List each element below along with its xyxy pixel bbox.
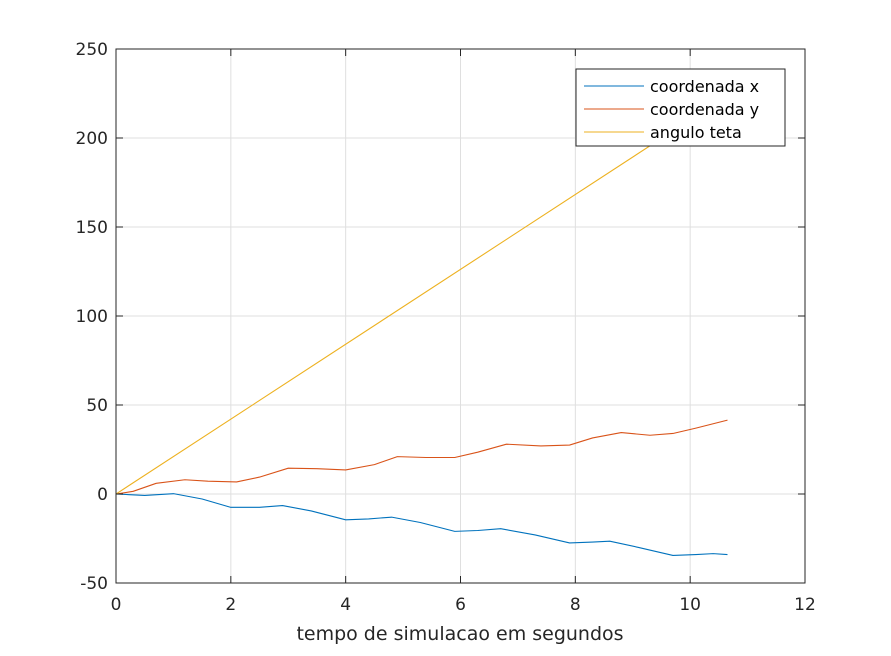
y-tick-label: -50 <box>80 574 108 594</box>
series-line-1 <box>116 493 728 556</box>
x-tick-label: 6 <box>455 595 466 615</box>
y-tick-label: 100 <box>76 307 108 327</box>
y-tick-label: 0 <box>97 485 108 505</box>
legend-label: coordenada x <box>650 77 759 96</box>
legend-label: angulo teta <box>650 123 742 142</box>
x-tick-label: 10 <box>679 595 701 615</box>
series-line-2 <box>116 419 728 495</box>
x-axis-label: tempo de simulacao em segundos <box>296 623 623 645</box>
x-tick-label: 8 <box>570 595 581 615</box>
legend-label: coordenada y <box>650 100 759 119</box>
legend: coordenada x coordenada y angulo teta <box>575 68 786 147</box>
x-tick-label: 4 <box>340 595 351 615</box>
series-line-3 <box>116 94 728 495</box>
series-layer <box>116 94 728 556</box>
y-tick-label: 200 <box>76 129 108 149</box>
x-tick-label: 12 <box>794 595 816 615</box>
y-tick-label: 50 <box>86 396 108 416</box>
y-tick-label: 150 <box>76 218 108 238</box>
x-tick-label: 0 <box>111 595 122 615</box>
x-tick-label: 2 <box>225 595 236 615</box>
legend-box <box>575 68 786 147</box>
y-tick-label: 250 <box>76 40 108 60</box>
